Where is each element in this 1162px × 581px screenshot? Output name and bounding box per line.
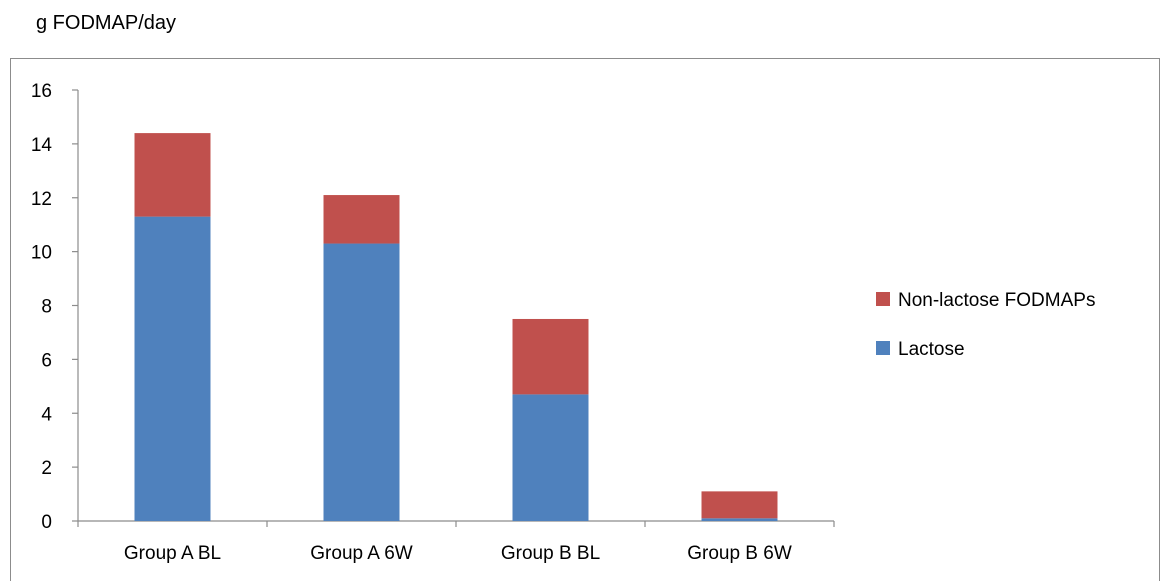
x-tick-labels: Group A BL Group A 6W Group B BL Group B 6W xyxy=(124,543,792,564)
legend-label: Lactose xyxy=(898,339,965,360)
y-tick-labels: 0 2 4 6 8 10 12 14 16 xyxy=(31,81,53,533)
y-tick-label: 10 xyxy=(31,243,52,264)
y-tick-label: 0 xyxy=(41,512,52,533)
legend-swatch xyxy=(876,341,890,355)
x-tick-label: Group A BL xyxy=(124,543,221,564)
bar-non-lactose-1 xyxy=(323,195,400,244)
x-tick-label: Group B 6W xyxy=(687,543,792,564)
y-tick-label: 8 xyxy=(41,297,52,318)
bar-lactose-1 xyxy=(323,243,400,521)
x-tick-label: Group B BL xyxy=(501,543,600,564)
x-tick-label: Group A 6W xyxy=(310,543,413,564)
bar-lactose-3 xyxy=(701,518,778,521)
y-axis-unit-label: g FODMAP/day xyxy=(36,12,177,34)
y-tick-label: 6 xyxy=(41,350,52,371)
bar-lactose-2 xyxy=(512,394,589,521)
y-tick-label: 16 xyxy=(31,81,52,102)
bars xyxy=(134,133,778,521)
legend-swatch xyxy=(876,292,890,306)
y-tick-label: 14 xyxy=(31,135,53,156)
chart-area-frame xyxy=(10,58,1160,581)
bar-non-lactose-0 xyxy=(134,133,211,217)
bar-lactose-0 xyxy=(134,216,211,521)
legend-label: Non-lactose FODMAPs xyxy=(898,290,1095,311)
legend: Non-lactose FODMAPs Lactose xyxy=(876,290,1095,360)
y-tick-label: 2 xyxy=(41,458,52,479)
y-tick-label: 12 xyxy=(31,189,52,210)
y-tick-label: 4 xyxy=(41,404,52,425)
bar-non-lactose-2 xyxy=(512,318,589,395)
bar-non-lactose-3 xyxy=(701,491,778,519)
